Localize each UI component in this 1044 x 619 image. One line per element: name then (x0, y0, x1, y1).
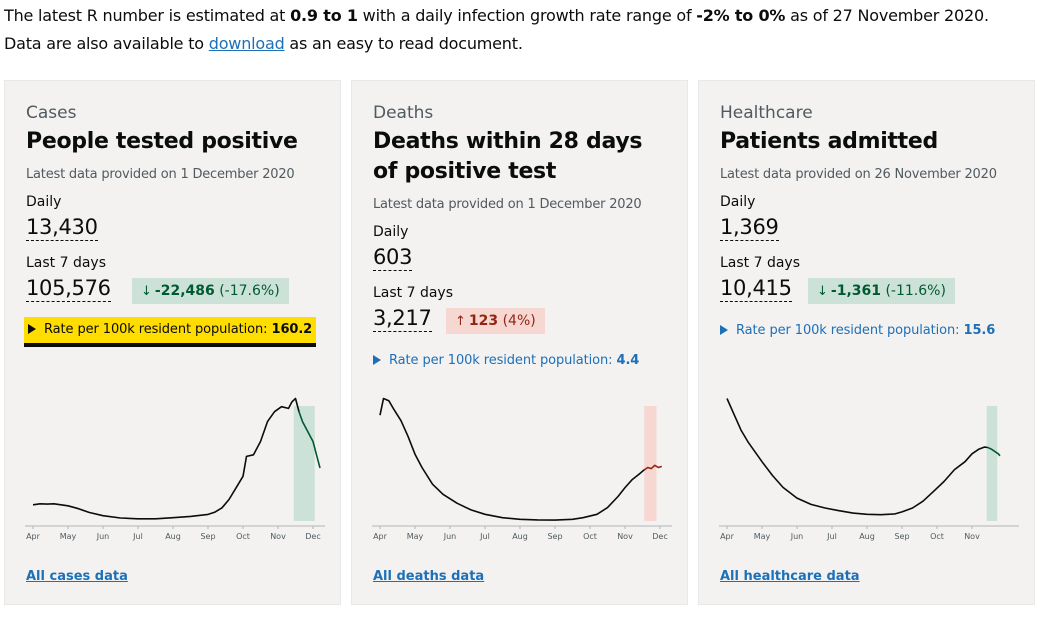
x-tick-label: Nov (270, 532, 286, 541)
change-badge: ↓ -22,486 (-17.6%) (132, 278, 289, 304)
latest-data-date: Latest data provided on 1 December 2020 (26, 167, 295, 182)
deaths-chart: Apr May Jun Jul Aug Sep Oct Nov Dec (372, 397, 672, 541)
rate-label: Rate per 100k resident population: (389, 353, 617, 368)
download-sentence: Data are also available to download as a… (4, 30, 1040, 58)
recent-period-band (644, 406, 657, 521)
x-tick-label: Nov (617, 532, 633, 541)
intro-text-part: as of 27 November 2020. (785, 6, 989, 25)
x-tick-label: Oct (583, 532, 597, 541)
recent-trend-line (298, 411, 321, 469)
card-category: Deaths (373, 103, 434, 123)
rate-value: 15.6 (963, 323, 996, 338)
r-number-sentence: The latest R number is estimated at 0.9 … (4, 2, 1040, 30)
x-tick-label: May (407, 532, 424, 541)
daily-value[interactable]: 1,369 (720, 215, 779, 241)
all-deaths-data-link[interactable]: All deaths data (373, 569, 485, 584)
recent-period-band (986, 406, 998, 521)
x-tick-label: Aug (165, 532, 181, 541)
x-tick-label: May (60, 532, 77, 541)
last-7-days-value[interactable]: 105,576 (26, 276, 111, 302)
deaths-card: Deaths Deaths within 28 days of positive… (351, 80, 688, 605)
rate-per-100k-toggle[interactable]: Rate per 100k resident population: 15.6 (720, 323, 995, 338)
x-tick-label: Sep (547, 532, 562, 541)
x-tick-label: Jun (96, 532, 110, 541)
card-category: Healthcare (720, 103, 813, 123)
intro-text-part: Data are also available to (4, 34, 209, 53)
trend-line (726, 398, 988, 516)
trend-line (32, 397, 300, 520)
x-tick-label: Nov (964, 532, 980, 541)
all-healthcare-data-link[interactable]: All healthcare data (720, 569, 860, 584)
x-tick-label: Aug (859, 532, 875, 541)
daily-label: Daily (373, 224, 409, 240)
x-tick-label: Oct (236, 532, 250, 541)
healthcare-chart: Apr May Jun Jul Aug Sep Oct Nov (719, 398, 1019, 541)
change-percent: (-17.6%) (219, 283, 280, 299)
arrow-up-icon: ↑ (455, 314, 466, 329)
rate-per-100k-toggle[interactable]: Rate per 100k resident population: 4.4 (373, 353, 639, 368)
growth-rate-value: -2% to 0% (696, 6, 786, 25)
last-7-days-label: Last 7 days (720, 255, 801, 271)
card-heading[interactable]: Deaths within 28 days of positive test (373, 129, 643, 184)
x-tick-label: Apr (720, 532, 735, 541)
rate-label: Rate per 100k resident population: (44, 322, 272, 337)
change-value: 123 (468, 313, 499, 329)
x-tick-label: Jul (826, 532, 837, 541)
intro-text: The latest R number is estimated at 0.9 … (4, 2, 1040, 58)
card-heading[interactable]: Patients admitted (720, 129, 938, 154)
x-tick-label: Oct (930, 532, 944, 541)
x-tick-label: Sep (200, 532, 215, 541)
triangle-right-icon (720, 325, 728, 335)
x-tick-label: Dec (652, 532, 667, 541)
last-7-days-value[interactable]: 10,415 (720, 276, 792, 302)
r-value: 0.9 to 1 (290, 6, 358, 25)
x-tick-label: Jun (443, 532, 457, 541)
recent-trend-line (987, 446, 1001, 457)
x-tick-label: Dec (305, 532, 320, 541)
change-value: -22,486 (154, 283, 215, 299)
all-cases-data-link[interactable]: All cases data (26, 569, 128, 584)
x-tick-label: Jul (132, 532, 143, 541)
x-tick-label: Jul (479, 532, 490, 541)
triangle-right-icon (28, 324, 36, 334)
download-link[interactable]: download (208, 34, 285, 53)
x-tick-label: Sep (894, 532, 909, 541)
intro-text-part: The latest R number is estimated at (4, 6, 291, 25)
daily-label: Daily (720, 194, 756, 210)
x-tick-label: Aug (512, 532, 528, 541)
trend-line (379, 397, 645, 521)
x-tick-label: Jun (790, 532, 804, 541)
x-tick-label: Apr (373, 532, 388, 541)
arrow-down-icon: ↓ (817, 284, 828, 299)
latest-data-date: Latest data provided on 1 December 2020 (373, 197, 642, 212)
rate-per-100k-toggle[interactable]: Rate per 100k resident population: 160.2 (24, 317, 317, 343)
daily-label: Daily (26, 194, 62, 210)
intro-text-part: as an easy to read document. (284, 34, 523, 53)
rate-value: 160.2 (271, 322, 313, 337)
healthcare-card: Healthcare Patients admitted Latest data… (698, 80, 1035, 605)
last-7-days-label: Last 7 days (373, 285, 454, 301)
rate-value: 4.4 (616, 353, 640, 368)
card-heading[interactable]: People tested positive (26, 129, 298, 154)
change-badge: ↑ 123 (4%) (446, 308, 545, 334)
recent-trend-line (643, 464, 663, 471)
daily-value[interactable]: 603 (373, 245, 413, 271)
arrow-down-icon: ↓ (141, 284, 152, 299)
card-category: Cases (26, 103, 77, 123)
x-tick-label: Apr (26, 532, 41, 541)
last-7-days-value[interactable]: 3,217 (373, 306, 432, 332)
change-percent: (-11.6%) (885, 283, 946, 299)
x-tick-label: May (754, 532, 771, 541)
latest-data-date: Latest data provided on 26 November 2020 (720, 167, 997, 182)
cases-chart: Apr May Jun Jul Aug Sep Oct Nov Dec (25, 397, 325, 541)
rate-label: Rate per 100k resident population: (736, 323, 964, 338)
change-badge: ↓ -1,361 (-11.6%) (808, 278, 955, 304)
daily-value[interactable]: 13,430 (26, 215, 98, 241)
change-percent: (4%) (502, 313, 536, 329)
intro-text-part: with a daily infection growth rate range… (357, 6, 697, 25)
change-value: -1,361 (830, 283, 881, 299)
last-7-days-label: Last 7 days (26, 255, 107, 271)
cases-card: Cases People tested positive Latest data… (4, 80, 341, 605)
triangle-right-icon (373, 355, 381, 365)
